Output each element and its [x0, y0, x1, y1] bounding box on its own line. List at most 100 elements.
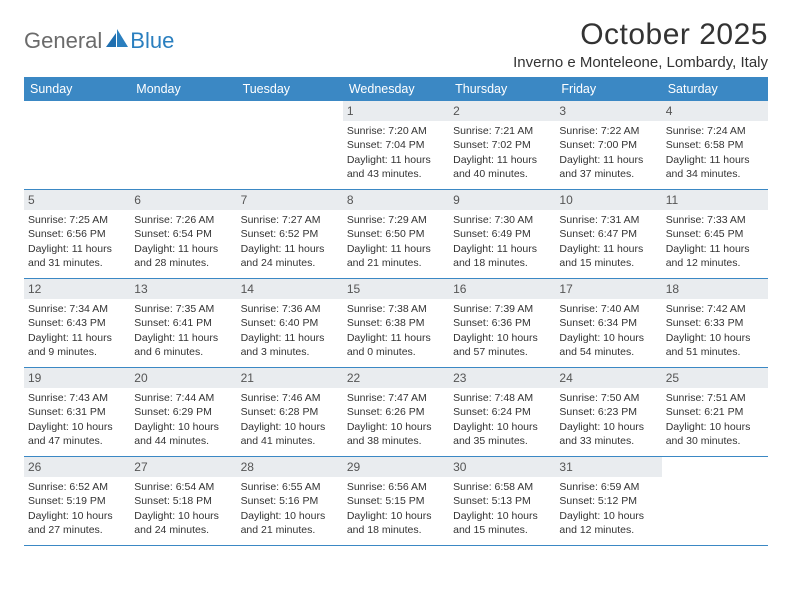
- day-number: 4: [662, 101, 768, 121]
- day-number: 13: [130, 279, 236, 299]
- sunset-text: Sunset: 6:26 PM: [347, 405, 445, 419]
- day-info: Sunrise: 7:35 AMSunset: 6:41 PMDaylight:…: [134, 302, 232, 359]
- sunset-text: Sunset: 6:52 PM: [241, 227, 339, 241]
- daylight-text: Daylight: 10 hours and 15 minutes.: [453, 509, 551, 537]
- day-number: 29: [343, 457, 449, 477]
- logo-text-general: General: [24, 28, 102, 54]
- sunset-text: Sunset: 7:00 PM: [559, 138, 657, 152]
- weekday-header: Friday: [555, 77, 661, 101]
- day-cell: 13 Sunrise: 7:35 AMSunset: 6:41 PMDayligh…: [130, 279, 236, 367]
- day-number: 6: [130, 190, 236, 210]
- daylight-text: Daylight: 11 hours and 21 minutes.: [347, 242, 445, 270]
- sunrise-text: Sunrise: 7:25 AM: [28, 213, 126, 227]
- day-info: Sunrise: 6:52 AMSunset: 5:19 PMDaylight:…: [28, 480, 126, 537]
- sunset-text: Sunset: 6:31 PM: [28, 405, 126, 419]
- day-info: Sunrise: 7:42 AMSunset: 6:33 PMDaylight:…: [666, 302, 764, 359]
- day-number: 1: [343, 101, 449, 121]
- day-number: 10: [555, 190, 661, 210]
- logo: General Blue: [24, 28, 174, 54]
- day-info: Sunrise: 7:50 AMSunset: 6:23 PMDaylight:…: [559, 391, 657, 448]
- weekday-header: Tuesday: [237, 77, 343, 101]
- day-info: Sunrise: 6:58 AMSunset: 5:13 PMDaylight:…: [453, 480, 551, 537]
- calendar-page: General Blue October 2025 Inverno e Mont…: [0, 0, 792, 570]
- daylight-text: Daylight: 10 hours and 44 minutes.: [134, 420, 232, 448]
- day-cell: 19Sunrise: 7:43 AMSunset: 6:31 PMDayligh…: [24, 368, 130, 456]
- sunset-text: Sunset: 5:13 PM: [453, 494, 551, 508]
- daylight-text: Daylight: 10 hours and 33 minutes.: [559, 420, 657, 448]
- sunrise-text: Sunrise: 7:27 AM: [241, 213, 339, 227]
- weekday-header: Thursday: [449, 77, 555, 101]
- daylight-text: Daylight: 11 hours and 43 minutes.: [347, 153, 445, 181]
- day-cell: 8Sunrise: 7:29 AMSunset: 6:50 PMDaylight…: [343, 190, 449, 278]
- daylight-text: Daylight: 11 hours and 24 minutes.: [241, 242, 339, 270]
- day-info: Sunrise: 7:47 AMSunset: 6:26 PMDaylight:…: [347, 391, 445, 448]
- day-cell: 20 Sunrise: 7:44 AMSunset: 6:29 PMDayligh…: [130, 368, 236, 456]
- day-info: Sunrise: 7:36 AMSunset: 6:40 PMDaylight:…: [241, 302, 339, 359]
- daylight-text: Daylight: 10 hours and 24 minutes.: [134, 509, 232, 537]
- day-number: 28: [237, 457, 343, 477]
- sunrise-text: Sunrise: 6:58 AM: [453, 480, 551, 494]
- sunset-text: Sunset: 6:28 PM: [241, 405, 339, 419]
- day-cell: 2 Sunrise: 7:21 AMSunset: 7:02 PMDaylight…: [449, 101, 555, 189]
- daylight-text: Daylight: 11 hours and 37 minutes.: [559, 153, 657, 181]
- day-info: Sunrise: 7:40 AMSunset: 6:34 PMDaylight:…: [559, 302, 657, 359]
- logo-text-blue: Blue: [130, 28, 174, 54]
- sunset-text: Sunset: 6:23 PM: [559, 405, 657, 419]
- daylight-text: Daylight: 10 hours and 18 minutes.: [347, 509, 445, 537]
- sunrise-text: Sunrise: 7:46 AM: [241, 391, 339, 405]
- day-cell: [130, 101, 236, 189]
- daylight-text: Daylight: 11 hours and 0 minutes.: [347, 331, 445, 359]
- day-number: 14: [237, 279, 343, 299]
- daylight-text: Daylight: 10 hours and 12 minutes.: [559, 509, 657, 537]
- sunset-text: Sunset: 5:18 PM: [134, 494, 232, 508]
- day-number: 22: [343, 368, 449, 388]
- sunrise-text: Sunrise: 7:43 AM: [28, 391, 126, 405]
- weekday-header-row: Sunday Monday Tuesday Wednesday Thursday…: [24, 77, 768, 101]
- sunset-text: Sunset: 5:16 PM: [241, 494, 339, 508]
- sunset-text: Sunset: 6:40 PM: [241, 316, 339, 330]
- day-cell: 25Sunrise: 7:51 AMSunset: 6:21 PMDayligh…: [662, 368, 768, 456]
- day-number: 2: [449, 101, 555, 121]
- sunrise-text: Sunrise: 6:59 AM: [559, 480, 657, 494]
- daylight-text: Daylight: 11 hours and 40 minutes.: [453, 153, 551, 181]
- daylight-text: Daylight: 11 hours and 9 minutes.: [28, 331, 126, 359]
- daylight-text: Daylight: 11 hours and 31 minutes.: [28, 242, 126, 270]
- day-cell: 9Sunrise: 7:30 AMSunset: 6:49 PMDaylight…: [449, 190, 555, 278]
- day-cell: 31Sunrise: 6:59 AMSunset: 5:12 PMDayligh…: [555, 457, 661, 545]
- month-title: October 2025: [513, 18, 768, 52]
- day-number: 17: [555, 279, 661, 299]
- day-info: Sunrise: 7:29 AMSunset: 6:50 PMDaylight:…: [347, 213, 445, 270]
- day-info: Sunrise: 7:43 AMSunset: 6:31 PMDaylight:…: [28, 391, 126, 448]
- day-number: 18: [662, 279, 768, 299]
- sunrise-text: Sunrise: 6:52 AM: [28, 480, 126, 494]
- day-cell: 17 Sunrise: 7:40 AMSunset: 6:34 PMDayligh…: [555, 279, 661, 367]
- sunset-text: Sunset: 5:15 PM: [347, 494, 445, 508]
- day-cell: 12Sunrise: 7:34 AMSunset: 6:43 PMDayligh…: [24, 279, 130, 367]
- day-info: Sunrise: 7:21 AMSunset: 7:02 PMDaylight:…: [453, 124, 551, 181]
- sunrise-text: Sunrise: 7:48 AM: [453, 391, 551, 405]
- day-number: 11: [662, 190, 768, 210]
- sunset-text: Sunset: 6:34 PM: [559, 316, 657, 330]
- sunset-text: Sunset: 7:02 PM: [453, 138, 551, 152]
- header: General Blue October 2025 Inverno e Mont…: [24, 18, 768, 71]
- day-number: [130, 101, 236, 105]
- day-cell: 10 Sunrise: 7:31 AMSunset: 6:47 PMDayligh…: [555, 190, 661, 278]
- daylight-text: Daylight: 11 hours and 28 minutes.: [134, 242, 232, 270]
- day-number: 31: [555, 457, 661, 477]
- sunrise-text: Sunrise: 7:22 AM: [559, 124, 657, 138]
- day-info: Sunrise: 7:51 AMSunset: 6:21 PMDaylight:…: [666, 391, 764, 448]
- day-number: 5: [24, 190, 130, 210]
- day-cell: 4Sunrise: 7:24 AMSunset: 6:58 PMDaylight…: [662, 101, 768, 189]
- day-number: 20: [130, 368, 236, 388]
- day-cell: 30Sunrise: 6:58 AMSunset: 5:13 PMDayligh…: [449, 457, 555, 545]
- day-cell: [237, 101, 343, 189]
- day-cell: [24, 101, 130, 189]
- day-info: Sunrise: 7:31 AMSunset: 6:47 PMDaylight:…: [559, 213, 657, 270]
- day-info: Sunrise: 7:34 AMSunset: 6:43 PMDaylight:…: [28, 302, 126, 359]
- day-info: Sunrise: 7:22 AMSunset: 7:00 PMDaylight:…: [559, 124, 657, 181]
- day-info: Sunrise: 7:39 AMSunset: 6:36 PMDaylight:…: [453, 302, 551, 359]
- day-info: Sunrise: 7:26 AMSunset: 6:54 PMDaylight:…: [134, 213, 232, 270]
- weekday-header: Monday: [130, 77, 236, 101]
- sunrise-text: Sunrise: 6:54 AM: [134, 480, 232, 494]
- day-info: Sunrise: 7:44 AMSunset: 6:29 PMDaylight:…: [134, 391, 232, 448]
